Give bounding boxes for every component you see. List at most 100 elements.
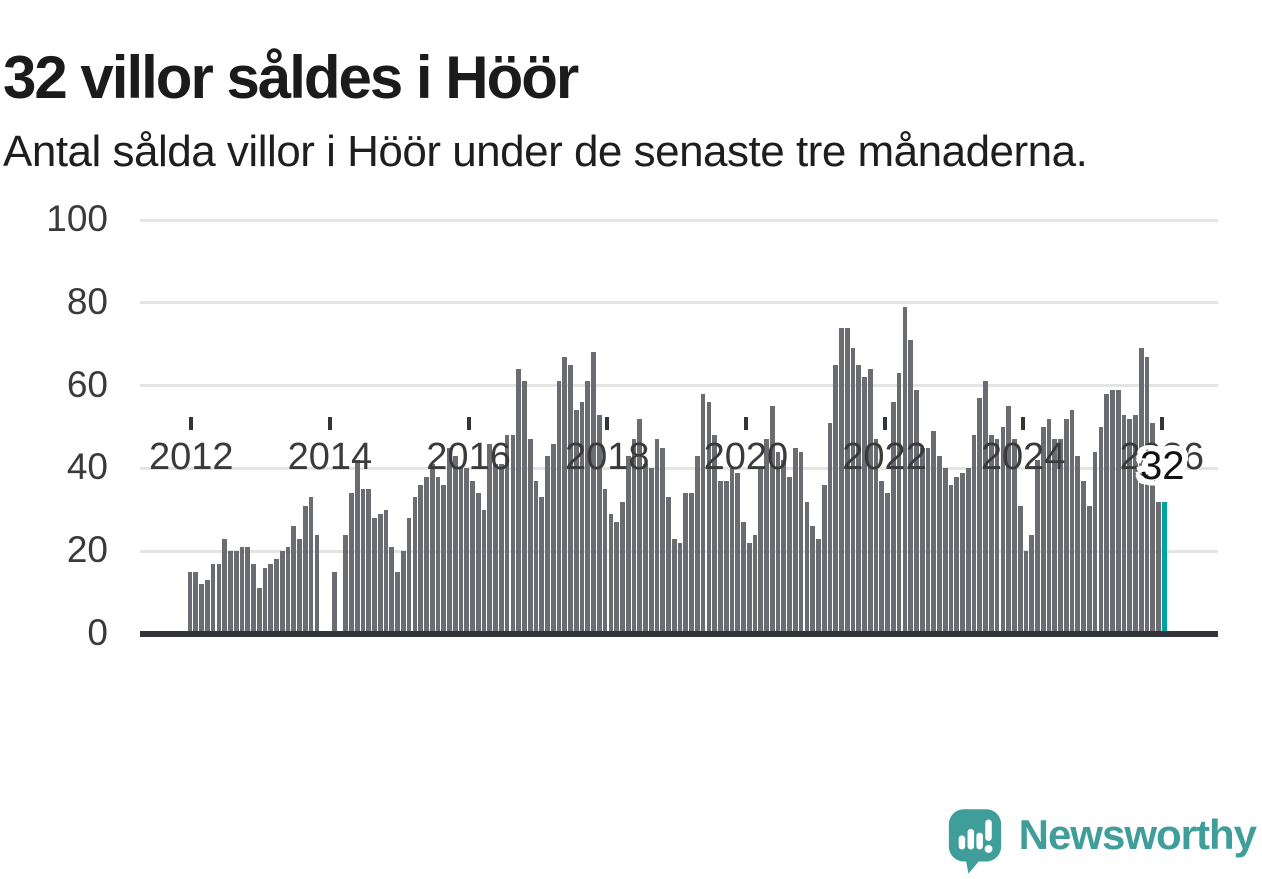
bar: [902, 306, 908, 634]
bar: [1000, 427, 1006, 634]
bar: [441, 484, 447, 634]
bar: [314, 534, 320, 634]
bar: [562, 356, 568, 634]
bar: [1012, 439, 1017, 634]
gridline-60: [140, 384, 1218, 388]
bar: [302, 505, 308, 634]
bar: [643, 464, 648, 634]
x-tick-label-2018: 2018: [564, 436, 650, 478]
bar: [1023, 551, 1029, 634]
bar: [764, 439, 769, 634]
bar: [971, 435, 977, 634]
bar-chart-speech-bubble-icon: [948, 809, 1001, 874]
bar: [239, 547, 245, 634]
bar: [354, 460, 360, 634]
bar: [522, 381, 527, 634]
bar: [983, 381, 988, 634]
bar: [723, 480, 729, 634]
bar: [481, 509, 487, 634]
x-tick-label-2026: 2026: [1119, 436, 1205, 478]
bar: [274, 559, 279, 634]
bar: [700, 393, 706, 634]
bar: [533, 480, 539, 634]
bar: [228, 551, 233, 634]
bar: [694, 455, 700, 634]
bar: [579, 402, 585, 634]
x-tick-2018: [605, 417, 610, 430]
newsworthy-logo[interactable]: Newsworthy: [947, 807, 1257, 875]
bar: [1098, 427, 1104, 634]
bar: [850, 348, 856, 634]
bar: [948, 484, 954, 634]
bar: [1086, 505, 1092, 634]
bar: [1035, 460, 1040, 634]
bar: [1081, 480, 1086, 634]
bar: [671, 538, 677, 634]
x-tick-2012: [189, 417, 194, 430]
bar: [602, 489, 608, 634]
bar: [591, 352, 596, 634]
bar: [1110, 389, 1115, 634]
bar: [908, 340, 913, 634]
bar: [349, 493, 354, 634]
bar: [1046, 418, 1052, 634]
bar: [620, 501, 625, 634]
bar: [1121, 414, 1127, 634]
bar: [1075, 455, 1081, 634]
bar: [965, 468, 971, 634]
bar: [516, 369, 521, 634]
bar: [954, 476, 960, 634]
bar: [1063, 418, 1069, 634]
bar: [268, 563, 274, 634]
bar: [816, 538, 821, 634]
bar: [372, 518, 377, 634]
bar: [885, 493, 890, 634]
bar: [746, 542, 752, 634]
bar: [729, 468, 735, 634]
bar: [222, 538, 227, 634]
bar: [452, 455, 458, 634]
bar: [279, 551, 285, 634]
y-tick-label-40: 40: [66, 446, 108, 488]
x-tick-2026: [1159, 417, 1164, 430]
bar: [493, 464, 498, 634]
bar: [308, 497, 314, 634]
last-value-label: 32: [1140, 444, 1185, 488]
bar: [718, 480, 723, 634]
bar: [1017, 505, 1023, 634]
bar: [1052, 439, 1058, 634]
bar: [666, 497, 671, 634]
bar: [389, 547, 395, 634]
bar: [867, 369, 873, 634]
bar: [193, 571, 199, 634]
bar: [262, 567, 268, 634]
bar: [977, 398, 983, 634]
bar: [994, 439, 1000, 634]
bar: [377, 513, 383, 634]
bar: [256, 588, 262, 634]
bar: [498, 464, 504, 634]
bar: [810, 526, 815, 634]
bar: [475, 493, 481, 634]
bar: [654, 439, 660, 634]
page-title: 32 villor såldes i Höör: [3, 44, 579, 112]
bar: [648, 468, 654, 634]
bar: [458, 468, 464, 634]
bar: [1138, 348, 1144, 634]
bar: [424, 476, 429, 634]
bar: [297, 538, 302, 634]
gridline-100: [140, 218, 1218, 222]
bar: [890, 402, 896, 634]
bar: [827, 422, 833, 634]
bar: [1127, 418, 1133, 634]
y-tick-label-60: 60: [66, 363, 108, 405]
x-tick-2022: [882, 417, 887, 430]
bar: [568, 364, 573, 634]
y-tick-label-20: 20: [66, 529, 108, 571]
bar: [1156, 501, 1161, 634]
bar: [504, 435, 510, 634]
bar: [395, 571, 400, 634]
y-tick-label-80: 80: [66, 280, 108, 322]
bar: [406, 518, 412, 634]
